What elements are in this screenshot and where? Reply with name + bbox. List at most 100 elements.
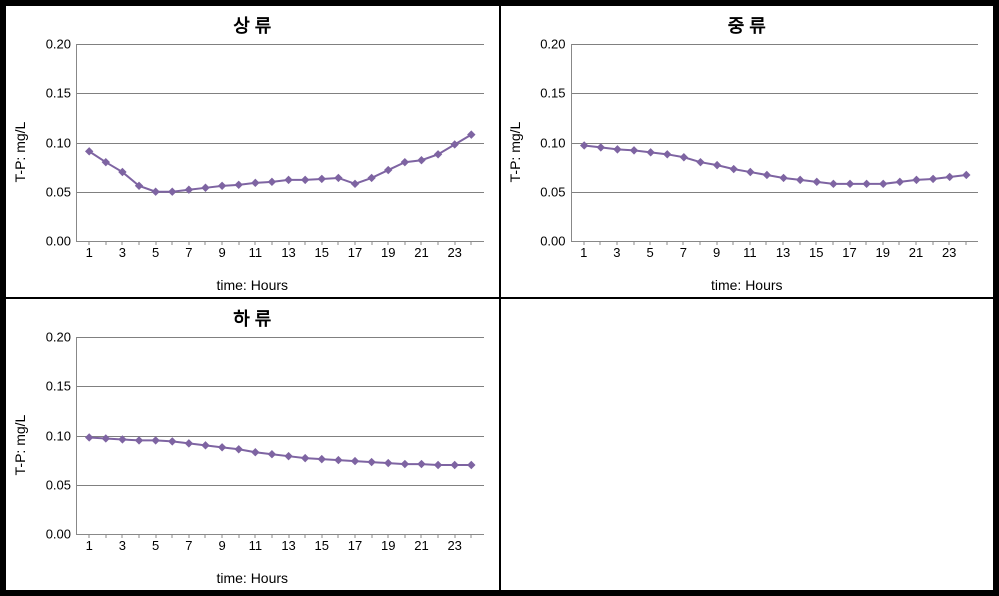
y-tick-label: 0.05 <box>540 184 565 199</box>
x-tick-mark <box>321 241 322 245</box>
data-marker <box>813 178 820 185</box>
data-marker <box>352 180 359 187</box>
marker-layer <box>77 337 484 534</box>
chart-title: 상 류 <box>6 6 499 38</box>
x-tick-mark <box>799 241 800 245</box>
data-marker <box>962 171 969 178</box>
x-tick-mark <box>471 241 472 245</box>
x-tick-mark <box>188 241 189 245</box>
x-tick-mark <box>600 241 601 245</box>
chart-cell-downstream: 하 류T-P: mg/Ltime: Hours0.000.050.100.150… <box>5 298 500 591</box>
data-marker <box>435 151 442 158</box>
x-tick-label: 15 <box>809 245 823 260</box>
data-marker <box>863 180 870 187</box>
x-tick-mark <box>172 241 173 245</box>
chart-cell-midstream: 중 류T-P: mg/Ltime: Hours0.000.050.100.150… <box>500 5 995 298</box>
x-tick-label: 15 <box>315 245 329 260</box>
x-tick-mark <box>288 241 289 245</box>
x-tick-mark <box>139 241 140 245</box>
x-tick-mark <box>271 534 272 538</box>
x-tick-label: 19 <box>381 245 395 260</box>
x-axis-label: time: Hours <box>711 277 783 293</box>
x-tick-mark <box>122 534 123 538</box>
x-tick-mark <box>733 241 734 245</box>
data-marker <box>929 175 936 182</box>
x-tick-mark <box>583 241 584 245</box>
data-marker <box>136 182 143 189</box>
x-tick-mark <box>899 241 900 245</box>
x-tick-label: 3 <box>613 245 620 260</box>
x-tick-mark <box>105 241 106 245</box>
x-tick-mark <box>616 241 617 245</box>
y-tick-label: 0.05 <box>46 477 71 492</box>
x-tick-mark <box>371 241 372 245</box>
data-marker <box>152 188 159 195</box>
data-marker <box>613 146 620 153</box>
data-marker <box>152 437 159 444</box>
data-marker <box>368 459 375 466</box>
y-tick-label: 0.15 <box>46 86 71 101</box>
chart-grid: 상 류T-P: mg/Ltime: Hours0.000.050.100.150… <box>0 0 999 596</box>
x-tick-mark <box>155 241 156 245</box>
data-marker <box>647 149 654 156</box>
x-tick-label: 5 <box>152 245 159 260</box>
x-tick-mark <box>255 534 256 538</box>
data-marker <box>235 446 242 453</box>
x-tick-mark <box>288 534 289 538</box>
data-marker <box>169 188 176 195</box>
data-marker <box>202 442 209 449</box>
data-marker <box>119 169 126 176</box>
data-marker <box>435 462 442 469</box>
data-marker <box>335 174 342 181</box>
chart-title: 중 류 <box>501 6 994 38</box>
x-tick-mark <box>949 241 950 245</box>
data-marker <box>268 451 275 458</box>
x-tick-mark <box>438 534 439 538</box>
data-marker <box>385 167 392 174</box>
x-tick-mark <box>321 534 322 538</box>
x-tick-mark <box>404 534 405 538</box>
x-tick-label: 11 <box>249 538 263 553</box>
y-tick-label: 0.00 <box>540 234 565 249</box>
data-marker <box>696 159 703 166</box>
y-tick-label: 0.10 <box>540 135 565 150</box>
data-marker <box>219 182 226 189</box>
x-tick-mark <box>454 241 455 245</box>
data-marker <box>252 179 259 186</box>
x-tick-mark <box>783 241 784 245</box>
data-marker <box>352 458 359 465</box>
x-tick-label: 1 <box>86 538 93 553</box>
data-marker <box>119 436 126 443</box>
data-marker <box>102 159 109 166</box>
data-marker <box>285 176 292 183</box>
x-tick-label: 9 <box>218 245 225 260</box>
data-marker <box>630 147 637 154</box>
data-marker <box>468 462 475 469</box>
x-tick-label: 21 <box>909 245 923 260</box>
data-marker <box>746 169 753 176</box>
x-tick-label: 15 <box>315 538 329 553</box>
x-tick-mark <box>421 534 422 538</box>
x-tick-mark <box>105 534 106 538</box>
x-tick-label: 9 <box>713 245 720 260</box>
x-tick-label: 23 <box>447 245 461 260</box>
data-marker <box>185 186 192 193</box>
x-tick-mark <box>139 534 140 538</box>
x-tick-mark <box>915 241 916 245</box>
x-tick-mark <box>633 241 634 245</box>
x-tick-mark <box>388 534 389 538</box>
x-tick-mark <box>122 241 123 245</box>
x-tick-mark <box>816 241 817 245</box>
data-marker <box>268 178 275 185</box>
y-tick-label: 0.10 <box>46 135 71 150</box>
x-tick-label: 11 <box>249 245 263 260</box>
data-marker <box>401 461 408 468</box>
chart-cell-upstream: 상 류T-P: mg/Ltime: Hours0.000.050.100.150… <box>5 5 500 298</box>
y-tick-label: 0.20 <box>540 37 565 52</box>
data-marker <box>335 457 342 464</box>
x-tick-mark <box>438 241 439 245</box>
data-marker <box>879 180 886 187</box>
x-tick-label: 1 <box>86 245 93 260</box>
data-marker <box>912 176 919 183</box>
data-marker <box>185 440 192 447</box>
